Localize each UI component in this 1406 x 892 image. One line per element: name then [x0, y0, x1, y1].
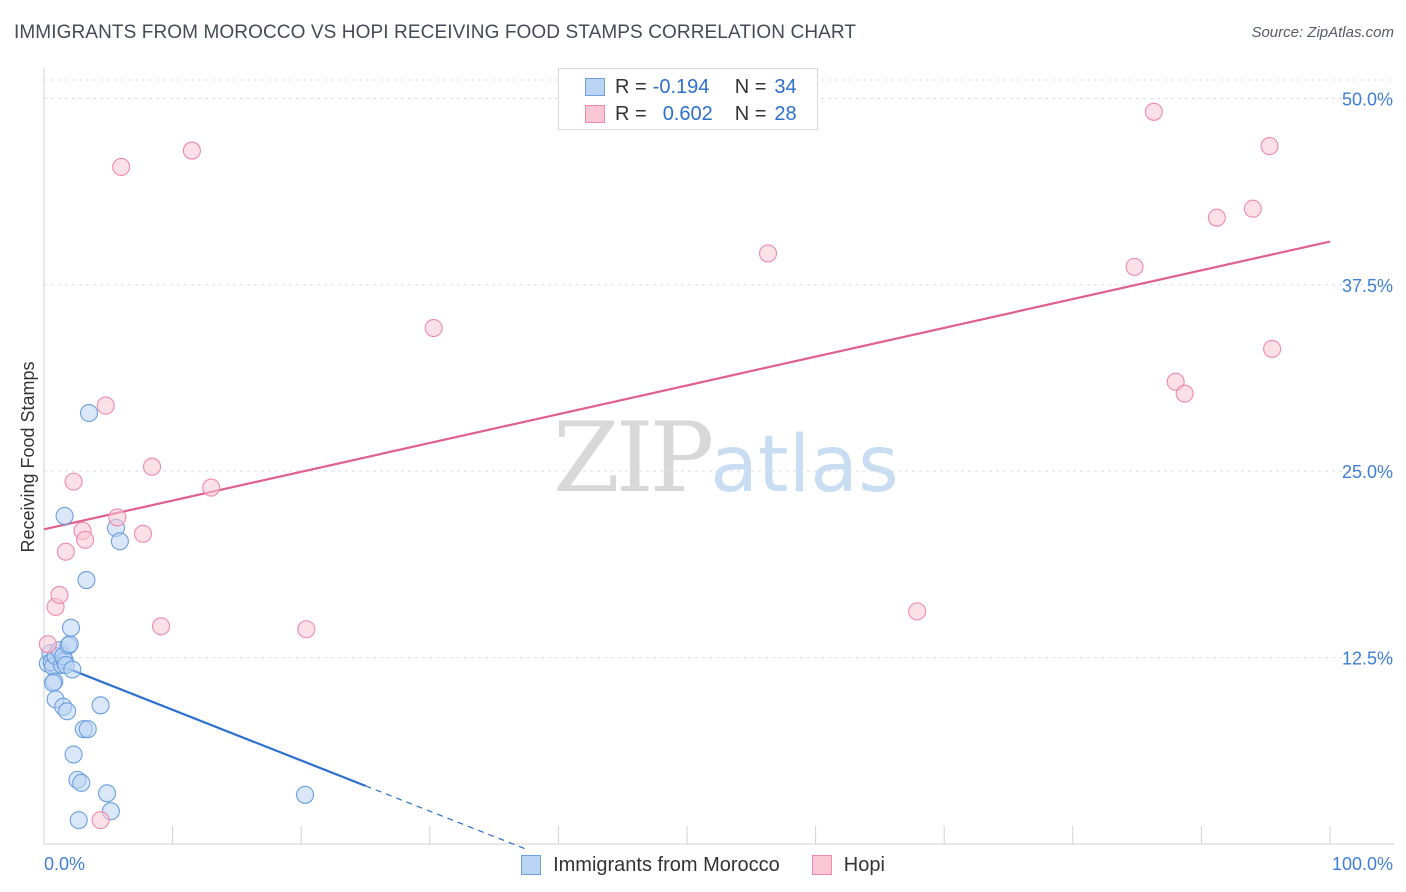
y-tick-label: 50.0%: [1342, 89, 1393, 109]
point-hopi: [112, 157, 131, 177]
point-hopi: [50, 585, 69, 605]
point-morocco: [64, 745, 83, 764]
point-hopi: [908, 602, 927, 621]
tick-labels: 12.5% 25.0% 37.5% 50.0% 0.0% 100.0%: [44, 89, 1393, 874]
point-morocco: [43, 673, 63, 692]
trend-line-hopi: [43, 240, 1331, 531]
watermark-atlas: atlas: [710, 420, 899, 510]
point-hopi: [1144, 102, 1163, 121]
legend-swatch-morocco: [585, 78, 605, 96]
series-name-hopi: Hopi: [843, 853, 885, 876]
data-points: [38, 102, 1282, 830]
legend-r-label: R =: [615, 102, 647, 125]
point-hopi: [133, 524, 153, 543]
legend-r-label: R =: [615, 75, 647, 98]
point-hopi: [1243, 199, 1262, 218]
point-hopi: [1260, 137, 1279, 156]
point-hopi: [424, 318, 443, 338]
point-morocco: [97, 784, 117, 803]
point-morocco: [78, 720, 97, 739]
series-legend: Immigrants from Morocco Hopi: [0, 850, 1406, 880]
point-hopi: [142, 457, 162, 476]
point-morocco: [55, 506, 74, 525]
point-morocco: [296, 785, 315, 804]
point-morocco: [77, 570, 96, 590]
legend-n-label: N =: [734, 75, 767, 98]
point-hopi: [64, 472, 83, 491]
point-hopi: [1263, 339, 1282, 358]
trend-lines: [43, 240, 1331, 850]
point-morocco: [79, 403, 99, 423]
correlation-legend: R = -0.194 N = 34 R = 0.602 N = 28: [558, 68, 818, 130]
grid: [44, 79, 1394, 659]
watermark-zip: ZIP: [553, 402, 714, 514]
axes: [43, 68, 1394, 845]
point-morocco: [110, 532, 129, 551]
legend-n-label: N =: [734, 102, 767, 125]
series-swatch-hopi: [811, 855, 832, 875]
point-hopi: [202, 478, 221, 497]
point-morocco: [91, 696, 110, 715]
point-morocco: [69, 811, 88, 830]
point-morocco: [58, 702, 77, 721]
point-morocco: [60, 635, 79, 654]
legend-row-morocco: R = -0.194 N = 34: [585, 74, 797, 100]
watermark: ZIPatlas: [553, 402, 899, 514]
point-hopi: [38, 635, 57, 654]
y-tick-label: 12.5%: [1342, 649, 1393, 669]
series-swatch-morocco: [521, 855, 542, 875]
legend-n-value: 28: [774, 102, 797, 125]
point-hopi: [76, 530, 95, 549]
point-hopi: [151, 617, 171, 636]
point-hopi: [91, 811, 110, 830]
series-legend-morocco: Immigrants from Morocco: [521, 854, 780, 877]
x-tick-label: 100.0%: [1332, 854, 1393, 874]
legend-r-value: -0.194: [652, 75, 710, 98]
source-label: Source: ZipAtlas.com: [1251, 24, 1394, 41]
point-hopi: [758, 244, 778, 263]
y-axis-label: Receiving Food Stamps: [18, 361, 38, 552]
point-hopi: [56, 542, 75, 561]
point-hopi: [297, 620, 316, 639]
point-hopi: [1125, 257, 1144, 276]
series-name-morocco: Immigrants from Morocco: [553, 853, 780, 876]
point-hopi: [182, 141, 201, 160]
legend-r-value: 0.602: [662, 102, 713, 125]
chart-title: IMMIGRANTS FROM MOROCCO VS HOPI RECEIVIN…: [14, 22, 857, 43]
x-tick-label: 0.0%: [44, 854, 85, 874]
legend-row-hopi: R = 0.602 N = 28: [585, 101, 797, 127]
point-morocco: [63, 660, 82, 679]
point-morocco: [72, 773, 91, 792]
point-hopi: [108, 508, 127, 527]
point-hopi: [1207, 208, 1226, 227]
point-hopi: [1175, 384, 1194, 403]
point-morocco: [61, 618, 81, 637]
legend-swatch-hopi: [585, 105, 605, 123]
trend-line-morocco: [43, 658, 366, 787]
series-legend-hopi: Hopi: [811, 853, 885, 877]
y-tick-label: 25.0%: [1342, 462, 1393, 482]
y-tick-label: 37.5%: [1342, 276, 1393, 296]
point-hopi: [96, 396, 115, 415]
trend-line-morocco-extension: [365, 785, 527, 850]
legend-n-value: 34: [774, 75, 797, 98]
